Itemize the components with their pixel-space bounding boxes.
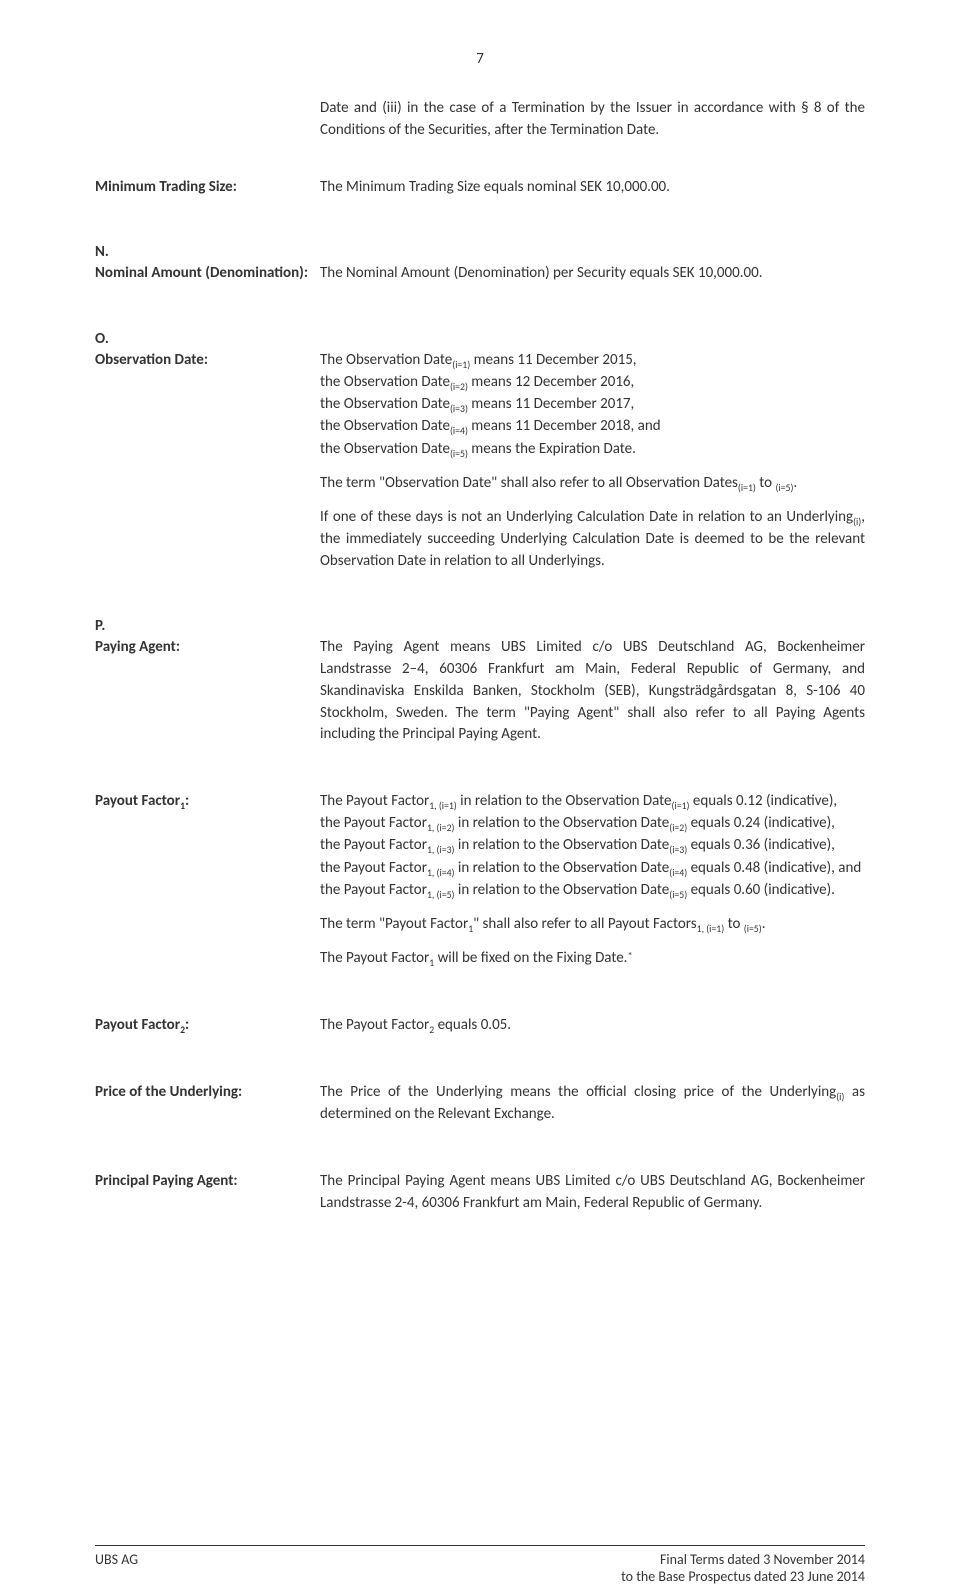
text: means 11 December 2017, bbox=[468, 395, 634, 413]
sub: (i=3) bbox=[450, 403, 468, 415]
sub: 1, (i=4) bbox=[427, 867, 455, 879]
section-p-letter: P. bbox=[95, 617, 865, 635]
text: The Payout Factor bbox=[320, 949, 429, 967]
sub: (i=1) bbox=[672, 800, 690, 812]
text: the Observation Date bbox=[320, 395, 450, 413]
text: in relation to the Observation Date bbox=[454, 881, 669, 899]
intro-paragraph: Date and (iii) in the case of a Terminat… bbox=[320, 98, 865, 142]
sub: (i=3) bbox=[669, 844, 687, 856]
label-payout-factor-1: Payout Factor1: bbox=[95, 791, 320, 970]
text: equals 0.05. bbox=[434, 1016, 511, 1034]
text: means 11 December 2018, and bbox=[468, 417, 661, 435]
value-price-underlying: The Price of the Underlying means the of… bbox=[320, 1082, 865, 1126]
sub: (i=4) bbox=[450, 425, 468, 437]
page-number: 7 bbox=[95, 50, 865, 68]
text: : bbox=[185, 1016, 189, 1034]
footer-line-2: to the Base Prospectus dated 23 June 201… bbox=[621, 1568, 865, 1585]
sub: (i=5) bbox=[450, 448, 468, 460]
label-min-trading: Minimum Trading Size: bbox=[95, 177, 320, 199]
text: Payout Factor bbox=[95, 1016, 180, 1034]
row-payout-factor-1: Payout Factor1: The Payout Factor1, (i=1… bbox=[95, 791, 865, 970]
value-payout-factor-2: The Payout Factor2 equals 0.05. bbox=[320, 1015, 865, 1037]
value-nominal-amount: The Nominal Amount (Denomination) per Se… bbox=[320, 263, 865, 285]
text: to bbox=[756, 474, 776, 492]
value-min-trading: The Minimum Trading Size equals nominal … bbox=[320, 177, 865, 199]
text: will be fixed on the Fixing Date. bbox=[434, 949, 627, 967]
row-principal-paying-agent: Principal Paying Agent: The Principal Pa… bbox=[95, 1171, 865, 1215]
sub: 1, (i=1) bbox=[429, 800, 457, 812]
section-o-letter: O. bbox=[95, 330, 865, 348]
text: the Payout Factor bbox=[320, 881, 427, 899]
sub: 1, (i=2) bbox=[427, 822, 455, 834]
footer-line-1: Final Terms dated 3 November 2014 bbox=[660, 1551, 865, 1568]
text: in relation to the Observation Date bbox=[457, 792, 672, 810]
row-payout-factor-2: Payout Factor2: The Payout Factor2 equal… bbox=[95, 1015, 865, 1037]
text: the Payout Factor bbox=[320, 859, 427, 877]
text: means 12 December 2016, bbox=[468, 373, 634, 391]
text: to bbox=[724, 915, 744, 933]
text: equals 0.36 (indicative), bbox=[687, 836, 835, 854]
section-n-letter: N. bbox=[95, 243, 865, 261]
text: equals 0.24 (indicative), bbox=[687, 814, 835, 832]
value-payout-factor-1: The Payout Factor1, (i=1) in relation to… bbox=[320, 791, 865, 970]
page-footer: UBS AG Final Terms dated 3 November 2014… bbox=[95, 1545, 865, 1585]
row-observation-date: Observation Date: The Observation Date(i… bbox=[95, 350, 865, 572]
row-paying-agent: Paying Agent: The Paying Agent means UBS… bbox=[95, 637, 865, 746]
label-principal-paying-agent: Principal Paying Agent: bbox=[95, 1171, 320, 1215]
sub: (i=5) bbox=[669, 889, 687, 901]
text: the Observation Date bbox=[320, 373, 450, 391]
sub: (i=2) bbox=[669, 822, 687, 834]
footer-left: UBS AG bbox=[95, 1551, 138, 1585]
document-page: 7 Date and (iii) in the case of a Termin… bbox=[0, 0, 960, 1593]
value-principal-paying-agent: The Principal Paying Agent means UBS Lim… bbox=[320, 1171, 865, 1215]
sub: (i=5) bbox=[744, 923, 762, 935]
value-observation-date: The Observation Date(i=1) means 11 Decem… bbox=[320, 350, 865, 572]
text: The Observation Date bbox=[320, 351, 452, 369]
sub: 1, (i=3) bbox=[427, 844, 455, 856]
label-price-underlying: Price of the Underlying: bbox=[95, 1082, 320, 1126]
sub: (i=4) bbox=[669, 867, 687, 879]
footer-right: Final Terms dated 3 November 2014 to the… bbox=[621, 1551, 865, 1585]
text: . bbox=[793, 474, 797, 492]
text: " shall also refer to all Payout Factors bbox=[473, 915, 697, 933]
text: the Payout Factor bbox=[320, 836, 427, 854]
asterisk: * bbox=[627, 949, 632, 962]
text: the Observation Date bbox=[320, 440, 450, 458]
text: means the Expiration Date. bbox=[468, 440, 636, 458]
text: The Payout Factor bbox=[320, 792, 429, 810]
sub: (i=5) bbox=[775, 482, 793, 494]
text: in relation to the Observation Date bbox=[454, 859, 669, 877]
label-nominal-amount: Nominal Amount (Denomination): bbox=[95, 263, 320, 285]
sub: 1, (i=5) bbox=[427, 889, 455, 901]
text: means 11 December 2015, bbox=[470, 351, 636, 369]
text: the Payout Factor bbox=[320, 814, 427, 832]
text: . bbox=[762, 915, 766, 933]
value-paying-agent: The Paying Agent means UBS Limited c/o U… bbox=[320, 637, 865, 746]
sub: (i=2) bbox=[450, 381, 468, 393]
text: in relation to the Observation Date bbox=[454, 814, 669, 832]
row-price-underlying: Price of the Underlying: The Price of th… bbox=[95, 1082, 865, 1126]
text: Payout Factor bbox=[95, 792, 180, 810]
label-payout-factor-2: Payout Factor2: bbox=[95, 1015, 320, 1037]
sub: (i=1) bbox=[452, 359, 470, 371]
text: the Observation Date bbox=[320, 417, 450, 435]
row-nominal-amount: Nominal Amount (Denomination): The Nomin… bbox=[95, 263, 865, 285]
text: The Payout Factor bbox=[320, 1016, 429, 1034]
text: in relation to the Observation Date bbox=[454, 836, 669, 854]
text: The Price of the Underlying means the of… bbox=[320, 1083, 836, 1101]
label-observation-date: Observation Date: bbox=[95, 350, 320, 572]
text: equals 0.60 (indicative). bbox=[687, 881, 835, 899]
text: The term "Payout Factor bbox=[320, 915, 468, 933]
text: : bbox=[185, 792, 189, 810]
sub: 1, (i=1) bbox=[697, 923, 725, 935]
text: equals 0.48 (indicative), and bbox=[687, 859, 861, 877]
label-paying-agent: Paying Agent: bbox=[95, 637, 320, 746]
row-min-trading: Minimum Trading Size: The Minimum Tradin… bbox=[95, 177, 865, 199]
text: If one of these days is not an Underlyin… bbox=[320, 508, 853, 526]
text: The term "Observation Date" shall also r… bbox=[320, 474, 738, 492]
text: equals 0.12 (indicative), bbox=[689, 792, 837, 810]
sub: (i=1) bbox=[738, 482, 756, 494]
